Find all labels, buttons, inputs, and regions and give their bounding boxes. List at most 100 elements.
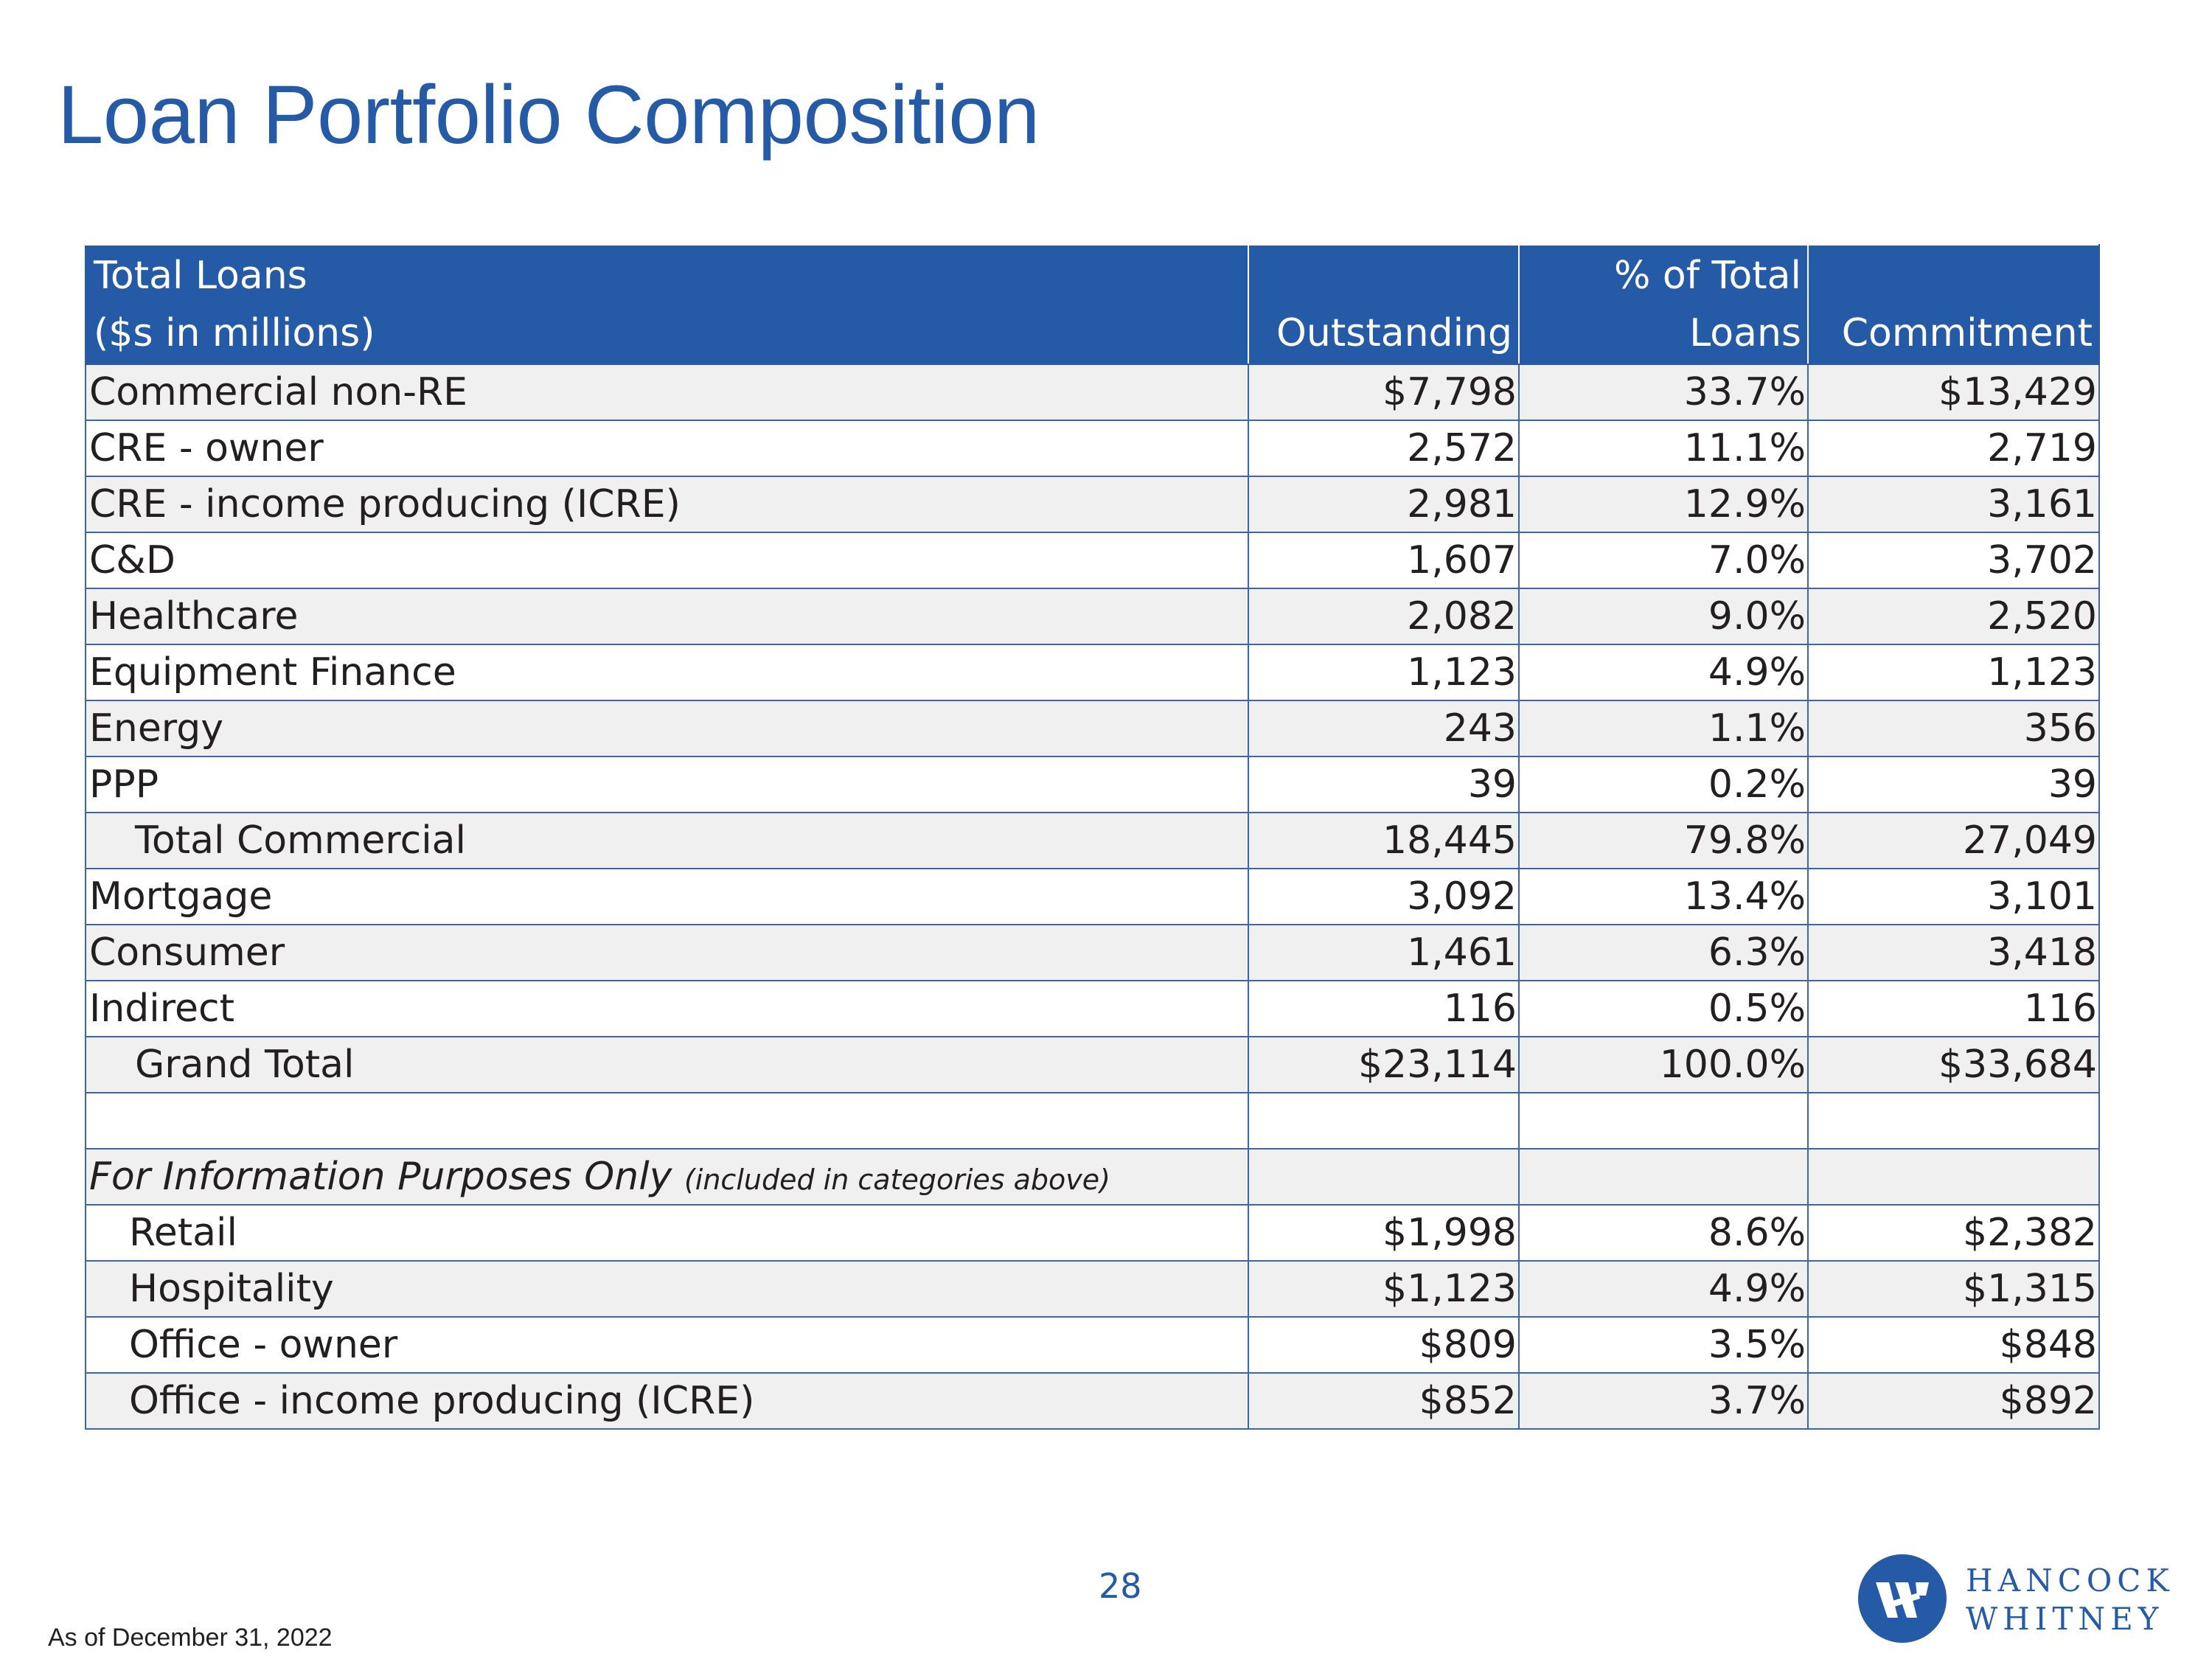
info-section-title: For Information Purposes Only <box>89 1155 672 1199</box>
row-commitment: $2,382 <box>1807 1204 2100 1262</box>
row-commitment: $33,684 <box>1807 1036 2100 1093</box>
row-outstanding: $1,998 <box>1248 1204 1520 1262</box>
logo-line2: WHITNEY <box>1966 1601 2164 1637</box>
table-row: Mortgage 3,092 13.4% 3,101 <box>85 868 2100 925</box>
table-row: Commercial non-RE $7,798 33.7% $13,429 <box>85 364 2100 421</box>
table-row: Consumer 1,461 6.3% 3,418 <box>85 924 2100 981</box>
row-commitment: $848 <box>1807 1316 2100 1374</box>
row-commitment: 3,161 <box>1807 476 2100 533</box>
empty-cell <box>1518 1092 1809 1150</box>
empty-cell <box>1807 1092 2100 1150</box>
row-percent: 8.6% <box>1518 1204 1809 1262</box>
row-percent: 1.1% <box>1518 700 1809 757</box>
info-row: Office - owner $809 3.5% $848 <box>85 1316 2100 1374</box>
as-of-date-footnote: As of December 31, 2022 <box>48 1624 333 1652</box>
spacer-row <box>85 1092 2100 1150</box>
header-pct-line1: % of Total <box>1613 254 1801 298</box>
header-label-line2: ($s in millions) <box>94 311 375 355</box>
table-row: Healthcare 2,082 9.0% 2,520 <box>85 588 2100 645</box>
empty-cell <box>1807 1148 2100 1206</box>
row-outstanding: 2,082 <box>1248 588 1520 645</box>
info-section-heading: For Information Purposes Only (included … <box>85 1148 1249 1206</box>
row-percent: 4.9% <box>1518 644 1809 701</box>
row-percent: 13.4% <box>1518 868 1809 925</box>
row-outstanding: 39 <box>1248 756 1520 813</box>
row-commitment: 3,418 <box>1807 924 2100 981</box>
loan-portfolio-table: Total Loans ($s in millions) Outstanding… <box>85 244 2100 1430</box>
row-percent: 0.2% <box>1518 756 1809 813</box>
row-label: CRE - owner <box>85 420 1249 477</box>
page-number: 28 <box>1099 1566 1142 1606</box>
row-percent: 12.9% <box>1518 476 1809 533</box>
header-outstanding: Outstanding <box>1248 244 1520 365</box>
info-row: Office - income producing (ICRE) $852 3.… <box>85 1372 2100 1430</box>
row-commitment: 116 <box>1807 980 2100 1037</box>
empty-cell <box>1518 1148 1809 1206</box>
info-row: Hospitality $1,123 4.9% $1,315 <box>85 1260 2100 1318</box>
row-commitment: 2,520 <box>1807 588 2100 645</box>
row-commitment: 1,123 <box>1807 644 2100 701</box>
header-total-loans: Total Loans ($s in millions) <box>85 244 1249 365</box>
row-label: Retail <box>85 1204 1249 1262</box>
row-label: Energy <box>85 700 1249 757</box>
row-commitment: 2,719 <box>1807 420 2100 477</box>
empty-cell <box>1248 1148 1520 1206</box>
row-commitment: 356 <box>1807 700 2100 757</box>
row-outstanding: $1,123 <box>1248 1260 1520 1318</box>
row-commitment: $892 <box>1807 1372 2100 1430</box>
table-row: CRE - income producing (ICRE) 2,981 12.9… <box>85 476 2100 533</box>
row-percent: 11.1% <box>1518 420 1809 477</box>
info-row: Retail $1,998 8.6% $2,382 <box>85 1204 2100 1262</box>
table-row: Equipment Finance 1,123 4.9% 1,123 <box>85 644 2100 701</box>
logo-wordmark: HANCOCK WHITNEY <box>1966 1562 2174 1638</box>
row-commitment: 3,101 <box>1807 868 2100 925</box>
header-pct-line2: Loans <box>1689 311 1801 355</box>
logo-line1: HANCOCK <box>1966 1562 2174 1599</box>
row-label: Total Commercial <box>85 812 1249 869</box>
table-row: PPP 39 0.2% 39 <box>85 756 2100 813</box>
row-percent: 7.0% <box>1518 532 1809 589</box>
row-percent: 100.0% <box>1518 1036 1809 1093</box>
table-row: Energy 243 1.1% 356 <box>85 700 2100 757</box>
row-label: Hospitality <box>85 1260 1249 1318</box>
row-outstanding: $852 <box>1248 1372 1520 1430</box>
row-outstanding: 3,092 <box>1248 868 1520 925</box>
table-row: CRE - owner 2,572 11.1% 2,719 <box>85 420 2100 477</box>
row-percent: 3.5% <box>1518 1316 1809 1374</box>
row-label: Office - income producing (ICRE) <box>85 1372 1249 1430</box>
row-label: Office - owner <box>85 1316 1249 1374</box>
row-percent: 6.3% <box>1518 924 1809 981</box>
row-outstanding: $23,114 <box>1248 1036 1520 1093</box>
row-outstanding: $7,798 <box>1248 364 1520 421</box>
row-outstanding: 1,123 <box>1248 644 1520 701</box>
row-percent: 79.8% <box>1518 812 1809 869</box>
row-percent: 9.0% <box>1518 588 1809 645</box>
row-label: C&D <box>85 532 1249 589</box>
row-outstanding: 1,461 <box>1248 924 1520 981</box>
table-row: Indirect 116 0.5% 116 <box>85 980 2100 1037</box>
info-section-subtitle: (included in categories above) <box>684 1164 1110 1196</box>
row-label: Grand Total <box>85 1036 1249 1093</box>
row-commitment: 3,702 <box>1807 532 2100 589</box>
row-outstanding: 116 <box>1248 980 1520 1037</box>
row-percent: 0.5% <box>1518 980 1809 1037</box>
info-section-header-row: For Information Purposes Only (included … <box>85 1148 2100 1206</box>
empty-cell <box>85 1092 1249 1150</box>
header-commitment: Commitment <box>1807 244 2100 365</box>
row-label: Indirect <box>85 980 1249 1037</box>
grand-total-row: Grand Total $23,114 100.0% $33,684 <box>85 1036 2100 1093</box>
row-percent: 3.7% <box>1518 1372 1809 1430</box>
header-label-line1: Total Loans <box>94 254 307 298</box>
total-commercial-row: Total Commercial 18,445 79.8% 27,049 <box>85 812 2100 869</box>
empty-cell <box>1248 1092 1520 1150</box>
row-commitment: 27,049 <box>1807 812 2100 869</box>
row-label: CRE - income producing (ICRE) <box>85 476 1249 533</box>
row-commitment: $1,315 <box>1807 1260 2100 1318</box>
row-outstanding: 2,981 <box>1248 476 1520 533</box>
row-percent: 4.9% <box>1518 1260 1809 1318</box>
row-percent: 33.7% <box>1518 364 1809 421</box>
header-percent-of-total: % of Total Loans <box>1518 244 1809 365</box>
company-logo: HANCOCK WHITNEY <box>1858 1554 2175 1643</box>
row-label: Commercial non-RE <box>85 364 1249 421</box>
row-outstanding: 1,607 <box>1248 532 1520 589</box>
